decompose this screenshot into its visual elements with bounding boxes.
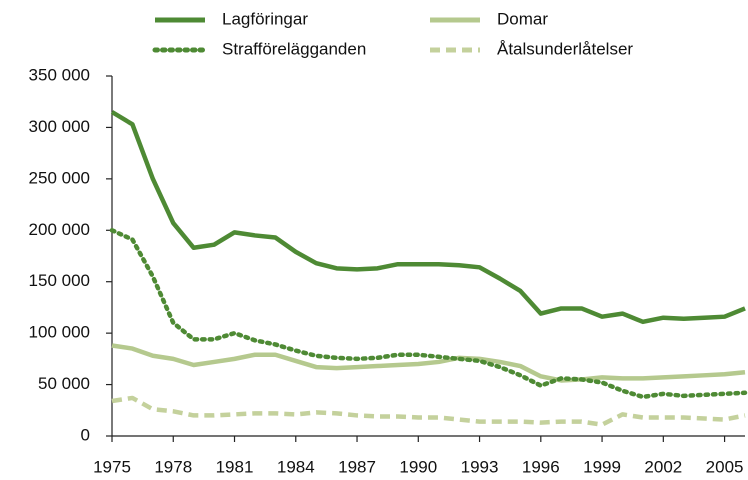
x-tick-label: 1975: [93, 457, 131, 476]
y-tick-label: 300 000: [29, 117, 90, 136]
x-tick-label: 1984: [277, 457, 315, 476]
y-tick-label: 50 000: [38, 374, 90, 393]
series-line: [109, 228, 748, 400]
legend-label: Domar: [497, 9, 548, 28]
y-tick-label: 250 000: [29, 168, 90, 187]
legend-label: Lagföringar: [222, 9, 308, 28]
x-tick-label: 2002: [644, 457, 682, 476]
legend-label: Åtalsunderlåtelser: [497, 39, 633, 58]
series-line: [110, 110, 746, 325]
x-tick-label: 1996: [522, 457, 560, 476]
legend-label: Strafförelägganden: [222, 39, 366, 58]
x-tick-label: 1987: [338, 457, 376, 476]
x-tick-label: 1978: [154, 457, 192, 476]
y-tick-label: 100 000: [29, 323, 90, 342]
series-line: [111, 343, 746, 383]
y-tick-label: 0: [81, 425, 90, 444]
x-tick-label: 1993: [461, 457, 499, 476]
y-tick-label: 350 000: [29, 65, 90, 84]
x-tick-label: 2005: [706, 457, 744, 476]
x-tick-label: 1999: [583, 457, 621, 476]
x-tick-label: 1990: [399, 457, 437, 476]
y-tick-label: 150 000: [29, 271, 90, 290]
series-line: [111, 395, 746, 427]
y-tick-label: 200 000: [29, 220, 90, 239]
x-tick-label: 1981: [216, 457, 254, 476]
